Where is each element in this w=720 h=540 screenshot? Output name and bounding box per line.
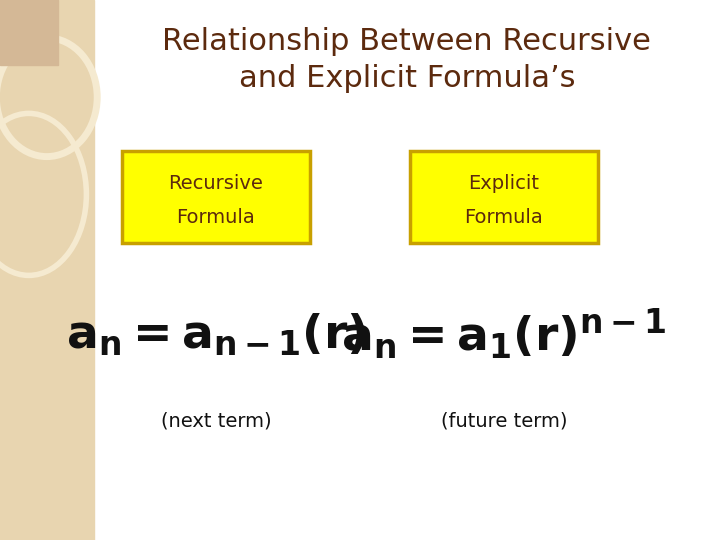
Text: $\mathbf{a_n = a_{n-1}(r)}$: $\mathbf{a_n = a_{n-1}(r)}$ [66,312,366,358]
Text: Formula: Formula [176,208,256,227]
Text: (future term): (future term) [441,411,567,431]
Text: Explicit: Explicit [469,174,539,193]
Bar [0,0,58,65]
Text: Formula: Formula [464,208,544,227]
Bar [0,0,94,540]
Text: (next term): (next term) [161,411,271,431]
Text: $\mathbf{a_n = a_1(r)^{n-1}}$: $\mathbf{a_n = a_1(r)^{n-1}}$ [341,307,667,362]
Text: Relationship Between Recursive
and Explicit Formula’s: Relationship Between Recursive and Expli… [163,27,651,93]
FancyBboxPatch shape [410,151,598,243]
FancyBboxPatch shape [122,151,310,243]
Text: Recursive: Recursive [168,174,264,193]
